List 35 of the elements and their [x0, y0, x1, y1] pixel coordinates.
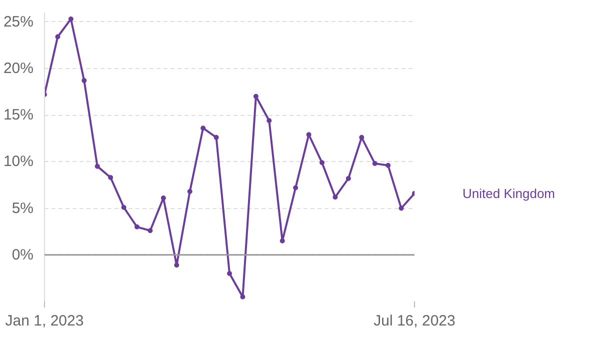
point — [214, 134, 219, 140]
point — [174, 262, 180, 268]
x-tick-label: Jul 16, 2023 — [374, 312, 456, 330]
point — [187, 188, 192, 194]
y-tick-label: 5% — [12, 200, 34, 217]
point — [306, 132, 312, 138]
point — [320, 160, 324, 166]
text: United Kingdom — [462, 186, 555, 201]
point — [398, 206, 404, 211]
y-tick-label: 25% — [3, 13, 34, 30]
y-tick-label: 0% — [12, 246, 34, 264]
point — [386, 162, 391, 168]
point — [134, 224, 140, 230]
point — [253, 94, 258, 99]
point — [346, 176, 351, 181]
point — [266, 118, 272, 124]
point — [280, 238, 285, 244]
point — [108, 175, 114, 180]
point — [160, 196, 166, 201]
point — [94, 164, 100, 169]
x-tick-label: Jan 1, 2023 — [5, 312, 84, 330]
point — [359, 134, 364, 140]
y-tick-label: 10% — [3, 153, 34, 170]
point — [121, 204, 126, 210]
point — [332, 194, 338, 200]
point — [200, 126, 206, 131]
point — [227, 271, 232, 276]
point — [240, 294, 246, 300]
point — [293, 185, 298, 190]
point — [148, 228, 153, 234]
point — [55, 34, 60, 40]
point — [82, 78, 87, 84]
y-tick-label: 15% — [3, 106, 34, 124]
point — [372, 161, 378, 166]
y-tick-label: 20% — [3, 60, 34, 77]
